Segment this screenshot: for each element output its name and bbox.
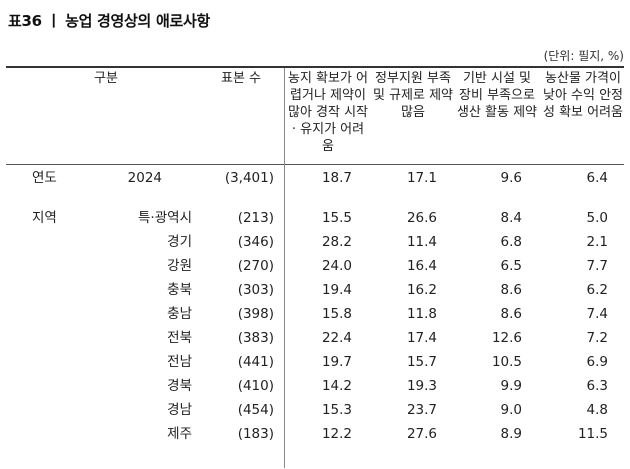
- table-row: 제주 (183) 12.2 27.6 8.9 11.5: [6, 422, 624, 446]
- column-divider: [284, 68, 285, 468]
- row-value-1: 22.4: [321, 330, 352, 346]
- header-col4: 농산물 가격이 낮아 수익 안정성 확보 어려움: [542, 71, 624, 120]
- row-group: [32, 422, 82, 446]
- header-col3: 기반 시설 및 장비 부족으로 생산 활동 제약: [456, 71, 538, 120]
- row-value-3: 10.5: [491, 354, 522, 370]
- row-value-1: 19.7: [321, 354, 352, 370]
- row-label: 경기: [167, 234, 192, 250]
- row-value-4: 7.2: [586, 330, 608, 346]
- row-value-2: 26.6: [406, 210, 437, 226]
- header-category: 구분: [94, 71, 118, 86]
- row-group: 지역: [32, 210, 57, 226]
- row-value-1: 15.3: [321, 402, 352, 418]
- header-rule: [6, 164, 624, 165]
- row-label: 경북: [167, 378, 192, 394]
- row-sample: (270): [237, 258, 274, 274]
- row-value-3: 8.4: [500, 210, 522, 226]
- row-label: 특·광역시: [138, 210, 192, 226]
- row-group: [32, 326, 82, 350]
- row-label: 전북: [167, 330, 192, 346]
- table-row: 충북 (303) 19.4 16.2 8.6 6.2: [6, 278, 624, 302]
- row-value-1: 24.0: [321, 258, 352, 274]
- row-sample: (3,401): [224, 170, 274, 186]
- row-value-3: 6.8: [500, 234, 522, 250]
- row-group: [32, 350, 82, 374]
- row-value-4: 5.0: [586, 210, 608, 226]
- row-value-1: 12.2: [321, 426, 352, 442]
- table-row: 연도 2024 (3,401) 18.7 17.1 9.6 6.4: [6, 166, 624, 190]
- row-value-1: 15.8: [321, 306, 352, 322]
- row-sample: (410): [237, 378, 274, 394]
- row-value-2: 19.3: [406, 378, 437, 394]
- top-rule: [6, 66, 624, 68]
- row-label: 충남: [167, 306, 192, 322]
- table-row: 전남 (441) 19.7 15.7 10.5 6.9: [6, 350, 624, 374]
- table-row: 경북 (410) 14.2 19.3 9.9 6.3: [6, 374, 624, 398]
- row-group: [32, 302, 82, 326]
- row-value-3: 6.5: [500, 258, 522, 274]
- row-value-2: 27.6: [406, 426, 437, 442]
- row-value-4: 2.1: [586, 234, 608, 250]
- table-title: 표36 ㅣ 농업 경영상의 애로사항: [8, 12, 210, 30]
- row-value-2: 16.2: [406, 282, 437, 298]
- row-value-2: 11.8: [406, 306, 437, 322]
- header-sample: 표본 수: [220, 71, 261, 86]
- row-group: 연도: [32, 170, 57, 186]
- row-value-2: 17.4: [406, 330, 437, 346]
- row-value-4: 7.4: [586, 306, 608, 322]
- row-sample: (383): [237, 330, 274, 346]
- table-row: 지역 특·광역시 (213) 15.5 26.6 8.4 5.0: [6, 206, 624, 230]
- row-sample: (398): [237, 306, 274, 322]
- row-sample: (441): [237, 354, 274, 370]
- table-row: 경기 (346) 28.2 11.4 6.8 2.1: [6, 230, 624, 254]
- row-value-2: 11.4: [406, 234, 437, 250]
- row-label: 경남: [167, 402, 192, 418]
- row-label: 제주: [167, 426, 192, 442]
- row-value-4: 6.2: [586, 282, 608, 298]
- row-sample: (213): [237, 210, 274, 226]
- row-group: [32, 230, 82, 254]
- row-value-4: 6.9: [586, 354, 608, 370]
- row-value-2: 15.7: [406, 354, 437, 370]
- row-value-3: 12.6: [491, 330, 522, 346]
- row-label: 2024: [127, 170, 162, 186]
- row-value-4: 6.3: [586, 378, 608, 394]
- row-value-2: 16.4: [406, 258, 437, 274]
- row-label: 강원: [167, 258, 192, 274]
- row-label: 충북: [167, 282, 192, 298]
- unit-note: (단위: 필지, %): [543, 49, 624, 63]
- row-value-3: 8.9: [500, 426, 522, 442]
- row-value-4: 4.8: [586, 402, 608, 418]
- row-group: [32, 374, 82, 398]
- row-value-1: 19.4: [321, 282, 352, 298]
- row-value-3: 9.6: [500, 170, 522, 186]
- row-value-3: 8.6: [500, 282, 522, 298]
- row-value-4: 7.7: [586, 258, 608, 274]
- table-row: 충남 (398) 15.8 11.8 8.6 7.4: [6, 302, 624, 326]
- table-row: 강원 (270) 24.0 16.4 6.5 7.7: [6, 254, 624, 278]
- row-value-1: 28.2: [321, 234, 352, 250]
- row-value-4: 11.5: [577, 426, 608, 442]
- row-sample: (346): [237, 234, 274, 250]
- header-col1: 농지 확보가 어렵거나 제약이 많아 경작 시작 · 유지가 어려움: [287, 71, 369, 154]
- row-value-3: 8.6: [500, 306, 522, 322]
- row-value-1: 14.2: [321, 378, 352, 394]
- header-col2: 정부지원 부족 및 규제로 제약 많음: [372, 71, 454, 120]
- table-row: 경남 (454) 15.3 23.7 9.0 4.8: [6, 398, 624, 422]
- row-value-2: 17.1: [406, 170, 437, 186]
- row-value-3: 9.0: [500, 402, 522, 418]
- row-value-1: 15.5: [321, 210, 352, 226]
- row-value-3: 9.9: [500, 378, 522, 394]
- row-sample: (183): [237, 426, 274, 442]
- row-value-4: 6.4: [586, 170, 608, 186]
- row-value-1: 18.7: [321, 170, 352, 186]
- row-group: [32, 278, 82, 302]
- row-group: [32, 254, 82, 278]
- row-sample: (454): [237, 402, 274, 418]
- row-group: [32, 398, 82, 422]
- row-label: 전남: [167, 354, 192, 370]
- row-sample: (303): [237, 282, 274, 298]
- table-row: 전북 (383) 22.4 17.4 12.6 7.2: [6, 326, 624, 350]
- row-value-2: 23.7: [406, 402, 437, 418]
